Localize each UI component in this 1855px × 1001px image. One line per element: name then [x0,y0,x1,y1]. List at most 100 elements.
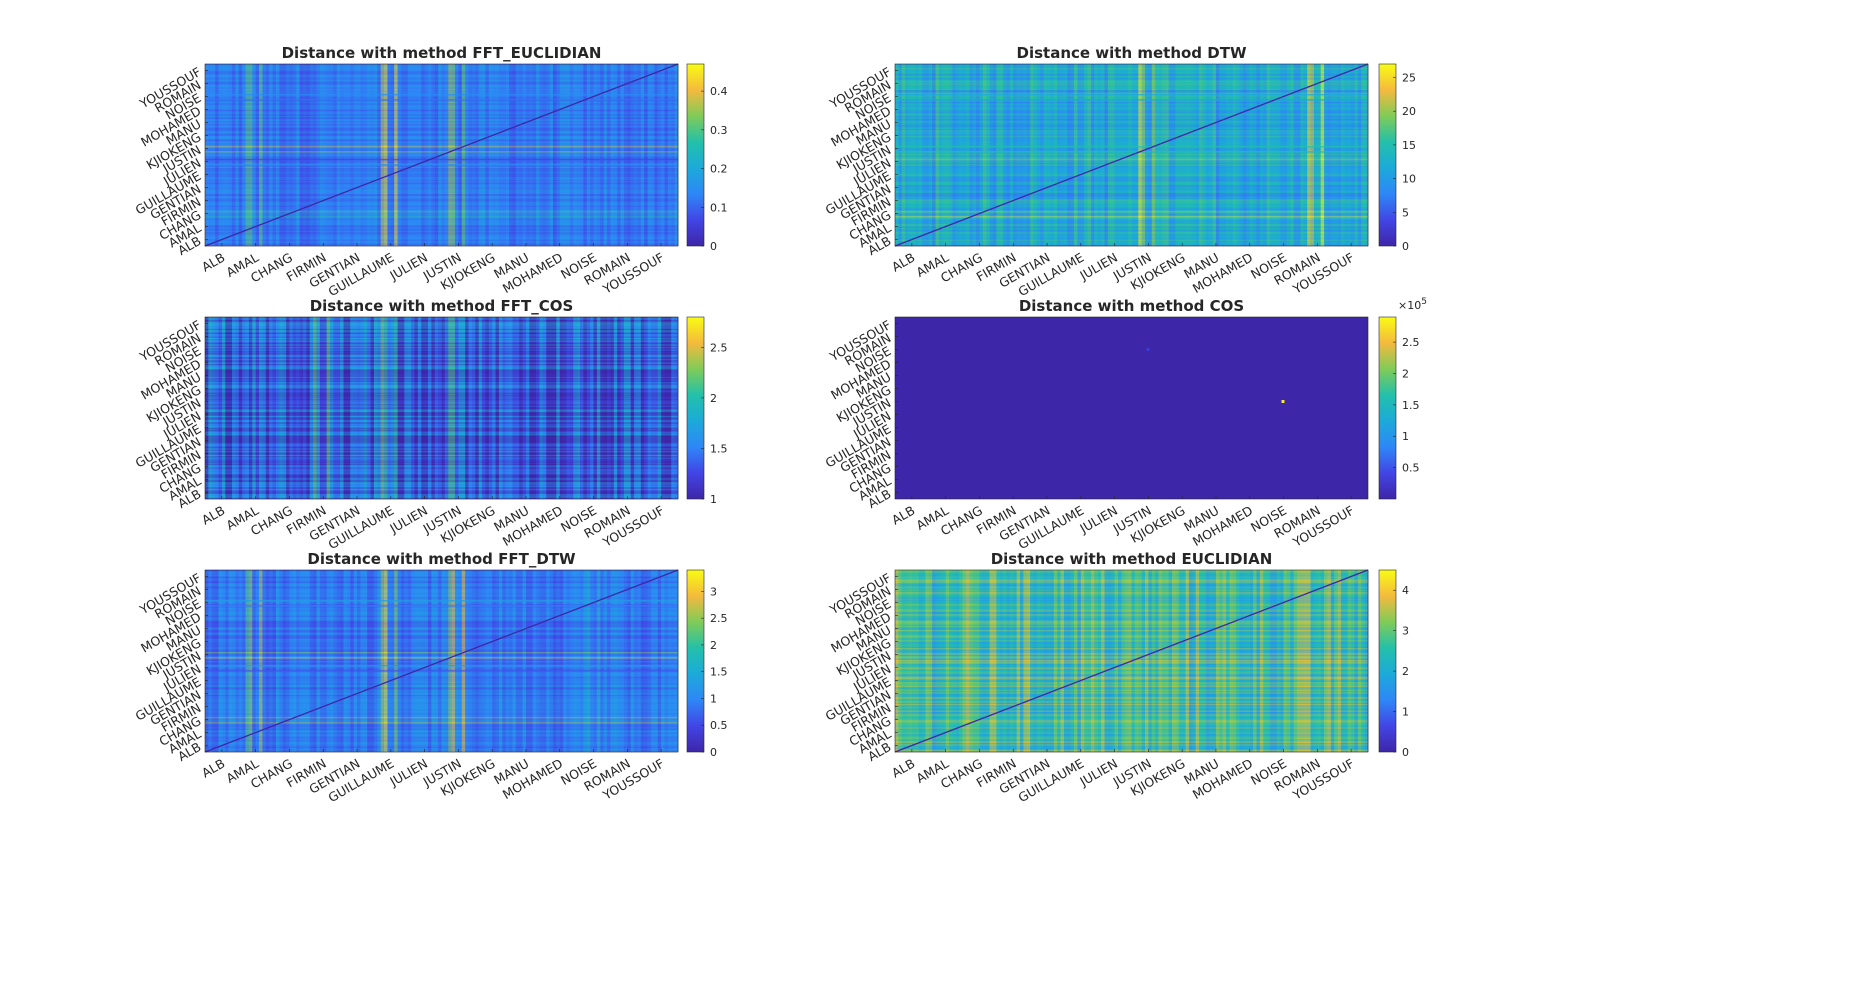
heatmap-column [360,317,365,499]
heatmap-row [205,77,678,79]
heatmap-column [925,570,930,752]
heatmap-column [1040,64,1045,246]
heatmap-column [999,64,1004,246]
heatmap-column [215,317,219,499]
heatmap-column [989,570,994,752]
heatmap-column [590,570,594,752]
heatmap-column [671,570,676,752]
heatmap-column [627,317,632,499]
heatmap-column [1334,570,1338,752]
heatmap-column [252,570,257,752]
heatmap-column [482,64,486,246]
heatmap-row [205,231,678,234]
heatmap-column [502,570,507,752]
x-tick-label: ALB [199,756,227,781]
heatmap-row [895,653,1368,655]
heatmap-row [205,103,678,105]
heatmap-column [1104,64,1109,246]
heatmap-row [205,466,678,469]
heatmap-column [992,570,997,752]
heatmap-column [1063,570,1068,752]
heatmap-column [1033,570,1038,752]
heatmap-row [205,358,678,361]
heatmap-column [400,64,405,246]
heatmap-row [205,664,678,667]
heatmap-column [1172,570,1176,752]
heatmap-column [583,570,588,752]
heatmap-row [205,489,678,492]
heatmap-row [205,365,678,367]
colorbar-tick-label: 1.5 [1402,399,1420,412]
heatmap-column [451,317,456,499]
heatmap-row [895,671,1368,673]
heatmap-column [238,64,243,246]
heatmap-row [895,641,1368,644]
heatmap-row [205,376,678,379]
heatmap-column [1229,570,1234,752]
heatmap-row [205,684,678,686]
heatmap-column [522,570,527,752]
heatmap-row [895,187,1368,190]
heatmap-row [205,199,678,201]
heatmap-row [205,165,678,167]
heatmap-column [421,64,426,246]
heatmap-column [1101,570,1105,752]
heatmap-column [1141,64,1146,246]
colorbar-tick-label: 15 [1402,139,1416,152]
heatmap-column [319,64,324,246]
heatmap-column [1219,570,1224,752]
heatmap-row [205,121,678,123]
heatmap-column [323,64,328,246]
heatmap-column [1016,64,1021,246]
heatmap-column [336,317,341,499]
heatmap-row [205,741,678,744]
heatmap-column [208,570,213,752]
heatmap-row [205,463,678,466]
heatmap-row [205,619,678,621]
heatmap-column [1151,64,1156,246]
heatmap-row [205,467,678,470]
heatmap-row [205,393,678,396]
heatmap-column [630,317,635,499]
colorbar-tick-label: 2.5 [710,612,728,625]
heatmap-column [1205,64,1210,246]
heatmap-column [1013,64,1018,246]
heatmap-row [205,637,678,640]
heatmap-column [1107,64,1112,246]
heatmap-row [895,654,1368,657]
heatmap-row [205,104,678,106]
heatmap-column [313,317,317,499]
heatmap-column [316,317,321,499]
heatmap-column [397,64,402,246]
heatmap-row [205,389,678,392]
heatmap-column [387,64,392,246]
heatmap-column [593,570,598,752]
heatmap-row [895,114,1368,117]
heatmap-row [895,601,1368,603]
heatmap-column [1357,64,1362,246]
heatmap-row [895,605,1368,607]
heatmap-column [414,317,419,499]
heatmap-column [1324,570,1328,752]
heatmap-row [895,720,1368,723]
heatmap-row [895,244,1368,247]
heatmap-column [607,570,611,752]
heatmap-column [397,570,402,752]
heatmap-column [326,570,331,752]
heatmap-column [959,64,963,246]
heatmap-row [895,683,1368,685]
heatmap-column [407,570,412,752]
heatmap-column [286,64,290,246]
heatmap-column [492,570,496,752]
heatmap-column [272,64,277,246]
heatmap-row [205,745,678,748]
heatmap-column [1020,64,1024,246]
heatmap-column [330,317,334,499]
heatmap-row [895,716,1368,719]
heatmap-row [205,164,678,166]
heatmap-row [895,230,1368,232]
heatmap-row [895,113,1368,115]
heatmap-column [1053,570,1058,752]
heatmap-row [205,375,678,378]
heatmap-row [205,744,678,746]
